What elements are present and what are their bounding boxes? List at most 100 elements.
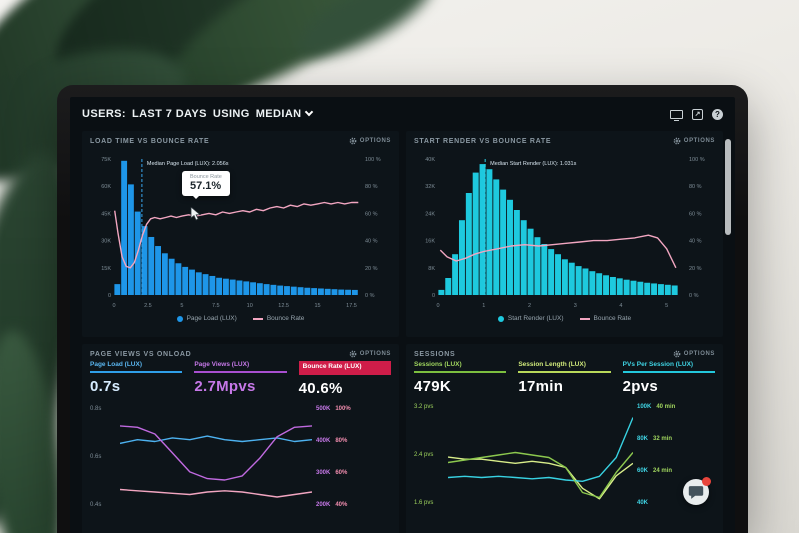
- panel-title: START RENDER VS BOUNCE RATE: [414, 137, 552, 145]
- axis-tick: 32 min: [653, 436, 673, 442]
- metric-value: 40.6%: [298, 380, 343, 397]
- svg-text:15: 15: [315, 303, 321, 309]
- chat-launcher[interactable]: [683, 477, 711, 505]
- svg-text:40 %: 40 %: [365, 239, 378, 245]
- svg-text:40K: 40K: [425, 157, 435, 163]
- svg-text:3: 3: [574, 303, 577, 309]
- metric-summary-row: Page Load (LUX) 0.7s Page Views (LUX) 2.…: [90, 361, 391, 397]
- svg-text:2.5: 2.5: [144, 303, 152, 309]
- svg-text:10: 10: [247, 303, 253, 309]
- load-time-histogram[interactable]: 75K 60K 45K 30K 15K 0 100 % 80 % 60 % 40 % 20 % 0 %…: [90, 147, 391, 313]
- using-label: USING: [212, 108, 250, 120]
- svg-text:75K: 75K: [101, 157, 111, 163]
- metric-label: Page Views (LUX): [194, 361, 287, 373]
- chart-area: 40K 32K 24K 16K 8K 0 100 % 80 % 60 % 40 % 20 % 0 % 0…: [414, 147, 715, 313]
- mini-chart-area: 3.2 pvs 2.4 pvs 1.6 pvs 100K 40 min 80K 32…: [414, 402, 715, 508]
- svg-text:4: 4: [619, 303, 622, 309]
- options-button[interactable]: OPTIONS: [349, 137, 391, 145]
- metric-label: PVs Per Session (LUX): [622, 361, 715, 373]
- svg-text:5: 5: [665, 303, 668, 309]
- axis-tick: 60%: [335, 470, 348, 476]
- svg-text:20 %: 20 %: [365, 266, 378, 272]
- panel-title: PAGE VIEWS VS ONLOAD: [90, 350, 192, 358]
- options-label: OPTIONS: [359, 351, 391, 357]
- start-render-histogram[interactable]: 40K 32K 24K 16K 8K 0 100 % 80 % 60 % 40 % 20 % 0 % 0…: [414, 147, 715, 313]
- share-icon[interactable]: ↗: [692, 108, 703, 120]
- axis-right: 100K 40 min 80K 32 min 60K 24 min 40K: [637, 402, 695, 508]
- svg-text:Median Start Render (LUX): 1.0: Median Start Render (LUX): 1.031s: [490, 161, 576, 167]
- help-icon[interactable]: ?: [712, 108, 723, 120]
- dashboard-header: USERS: LAST 7 DAYS USING MEDIAN ↗ ?: [70, 97, 735, 131]
- svg-text:1: 1: [482, 303, 485, 309]
- metric-value: 2.7Mpvs: [194, 378, 256, 395]
- legend-item-bounce-rate[interactable]: Bounce Rate: [252, 315, 304, 322]
- options-button[interactable]: OPTIONS: [673, 350, 715, 358]
- sessions-chart[interactable]: [448, 402, 633, 508]
- header-icons: ↗ ?: [670, 108, 723, 121]
- legend-item-page-load[interactable]: Page Load (LUX): [176, 315, 237, 322]
- svg-text:2: 2: [528, 303, 531, 309]
- axis-tick: 500K: [316, 406, 331, 412]
- metric-page-views[interactable]: Page Views (LUX) 2.7Mpvs: [194, 361, 287, 397]
- metric-bounce-rate[interactable]: Bounce Rate (LUX) 40.6%: [298, 361, 391, 397]
- metric-value: 17min: [518, 378, 564, 395]
- svg-text:0: 0: [108, 293, 111, 299]
- legend-line-icon: [579, 317, 590, 320]
- svg-text:0 %: 0 %: [689, 293, 699, 299]
- scrollbar[interactable]: [725, 139, 731, 235]
- axis-tick: 200K: [316, 502, 331, 508]
- legend-item-start-render[interactable]: Start Render (LUX): [497, 315, 564, 322]
- axis-tick: 400K: [316, 438, 331, 444]
- options-button[interactable]: OPTIONS: [349, 350, 391, 358]
- axis-tick: 100K: [637, 404, 652, 410]
- display-icon[interactable]: [670, 109, 683, 121]
- axis-tick: 80%: [335, 438, 348, 444]
- gear-icon: [673, 137, 681, 145]
- page-views-onload-chart[interactable]: [120, 404, 312, 510]
- axis-left: 3.2 pvs 2.4 pvs 1.6 pvs: [414, 402, 444, 508]
- panel-title: LOAD TIME VS BOUNCE RATE: [90, 137, 210, 145]
- metric-value: 2pvs: [622, 378, 659, 395]
- svg-text:7.5: 7.5: [212, 303, 220, 309]
- metric-label: Page Load (LUX): [90, 361, 183, 373]
- axis-tick: 3.2 pvs: [414, 404, 434, 410]
- options-button[interactable]: OPTIONS: [673, 137, 715, 145]
- options-label: OPTIONS: [683, 138, 715, 144]
- legend-item-bounce-rate[interactable]: Bounce Rate: [579, 315, 632, 322]
- chat-bubble-icon: [688, 485, 704, 499]
- chart-area: 75K 60K 45K 30K 15K 0 100 % 80 % 60 % 40 % 20 % 0 %…: [90, 147, 391, 313]
- users-label: USERS:: [82, 108, 126, 120]
- legend-label: Start Render (LUX): [507, 315, 564, 322]
- axis-tick: 0.8s: [90, 406, 102, 412]
- metric-pvs-per-session[interactable]: PVs Per Session (LUX) 2pvs: [622, 361, 715, 395]
- metric-page-load[interactable]: Page Load (LUX) 0.7s: [90, 361, 183, 397]
- svg-text:80 %: 80 %: [365, 184, 378, 190]
- svg-text:24K: 24K: [425, 211, 435, 217]
- tooltip-value: 57.1%: [190, 180, 222, 192]
- axis-tick: 80K: [637, 436, 649, 442]
- svg-text:8K: 8K: [428, 266, 435, 272]
- dashboard-screen: USERS: LAST 7 DAYS USING MEDIAN ↗ ?: [70, 97, 735, 533]
- metric-dropdown[interactable]: MEDIAN: [255, 107, 313, 120]
- axis-left: 0.8s 0.6s 0.4s: [90, 404, 116, 510]
- options-label: OPTIONS: [359, 138, 391, 144]
- panel-start-render-vs-bounce-rate: START RENDER VS BOUNCE RATE OPTIONS 40K 3…: [406, 131, 723, 337]
- legend-dot-icon: [497, 315, 504, 322]
- metric-session-length[interactable]: Session Length (LUX) 17min: [518, 361, 611, 395]
- metric-sessions[interactable]: Sessions (LUX) 479K: [414, 361, 507, 395]
- metric-value: 0.7s: [90, 378, 121, 395]
- panel-title: SESSIONS: [414, 350, 456, 358]
- svg-text:16K: 16K: [425, 239, 435, 245]
- svg-text:0: 0: [436, 303, 439, 309]
- date-range-dropdown[interactable]: LAST 7 DAYS: [132, 108, 207, 120]
- svg-text:60 %: 60 %: [689, 211, 702, 217]
- chart-legend: Start Render (LUX) Bounce Rate: [414, 315, 715, 322]
- metric-label: MEDIAN: [255, 108, 302, 120]
- metric-label: Bounce Rate (LUX): [298, 361, 391, 375]
- svg-text:32K: 32K: [425, 184, 435, 190]
- axis-tick: 40K: [637, 500, 649, 506]
- svg-text:100 %: 100 %: [365, 157, 381, 163]
- svg-text:15K: 15K: [101, 266, 111, 272]
- legend-dot-icon: [176, 315, 183, 322]
- legend-label: Bounce Rate: [593, 315, 632, 322]
